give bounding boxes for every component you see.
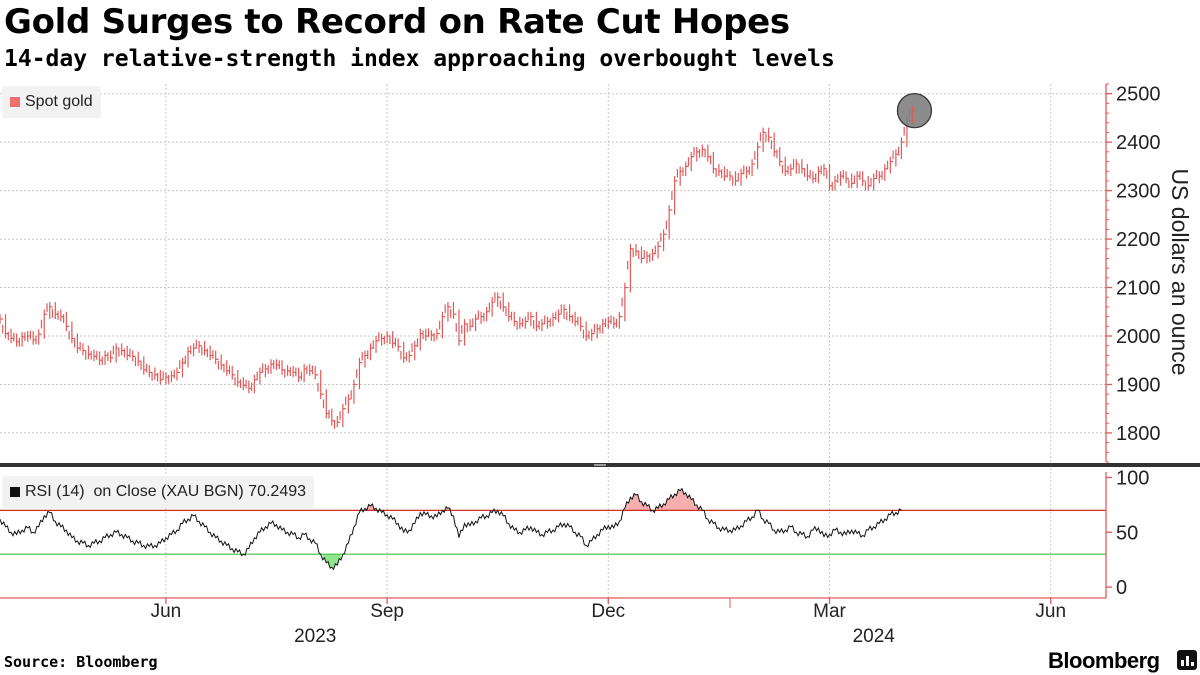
price-y-axis-title: US dollars an ounce <box>1167 168 1193 375</box>
rsi-series <box>0 487 1106 571</box>
price-y-tick-label: 1800 <box>1116 423 1161 445</box>
bloomberg-logo: Bloomberg <box>1048 648 1160 673</box>
source-note: Source: Bloomberg <box>4 653 158 671</box>
chart-title: Gold Surges to Record on Rate Cut Hopes <box>4 2 790 42</box>
price-y-tick-label: 2400 <box>1116 132 1161 154</box>
legend-label-rsi: RSI (14) on Close (XAU BGN) 70.2493 <box>25 483 307 500</box>
x-tick-label: Sep <box>370 601 404 622</box>
rsi-overbought-fill <box>656 488 701 511</box>
x-tick-label: Jun <box>1035 601 1066 622</box>
rsi-line <box>0 487 902 571</box>
legend-label-price: Spot gold <box>25 93 93 110</box>
tick-labels: 1800 1900 2000 2100 2200 2300 2400 2500 0 50 100 US… <box>151 84 1193 647</box>
price-y-tick-label: 2300 <box>1116 181 1161 203</box>
rsi-y-tick-label: 50 <box>1116 522 1138 544</box>
legend-swatch-rsi <box>10 487 20 497</box>
legend-swatch-price <box>10 97 20 107</box>
x-year-label: 2023 <box>294 626 336 647</box>
rsi-oversold-fill <box>322 554 342 570</box>
x-year-label: 2024 <box>853 626 896 647</box>
price-y-tick-label: 2100 <box>1116 278 1161 300</box>
price-y-tick-label: 2000 <box>1116 326 1161 348</box>
chart-subtitle: 14-day relative-strength index approachi… <box>4 46 835 72</box>
bloomberg-terminal-icon <box>1177 650 1197 670</box>
legend-spot-gold: Spot gold <box>2 86 101 118</box>
x-tick-label: Jun <box>151 601 182 622</box>
price-y-tick-label: 2200 <box>1116 229 1161 251</box>
price-y-tick-label: 1900 <box>1116 374 1161 396</box>
panel-divider-handle <box>594 464 606 466</box>
x-tick-label: Mar <box>813 601 846 622</box>
axes <box>0 83 1200 608</box>
rsi-y-tick-label: 0 <box>1116 577 1127 599</box>
gridlines <box>0 84 1106 604</box>
price-y-tick-label: 2500 <box>1116 84 1161 106</box>
price-series <box>0 93 933 429</box>
x-tick-label: Dec <box>591 601 625 622</box>
rsi-y-tick-label: 100 <box>1116 467 1149 489</box>
record-high-highlight-circle <box>896 93 933 129</box>
rsi-threshold-fills <box>322 488 701 570</box>
legend-rsi: RSI (14) on Close (XAU BGN) 70.2493 <box>2 476 315 508</box>
